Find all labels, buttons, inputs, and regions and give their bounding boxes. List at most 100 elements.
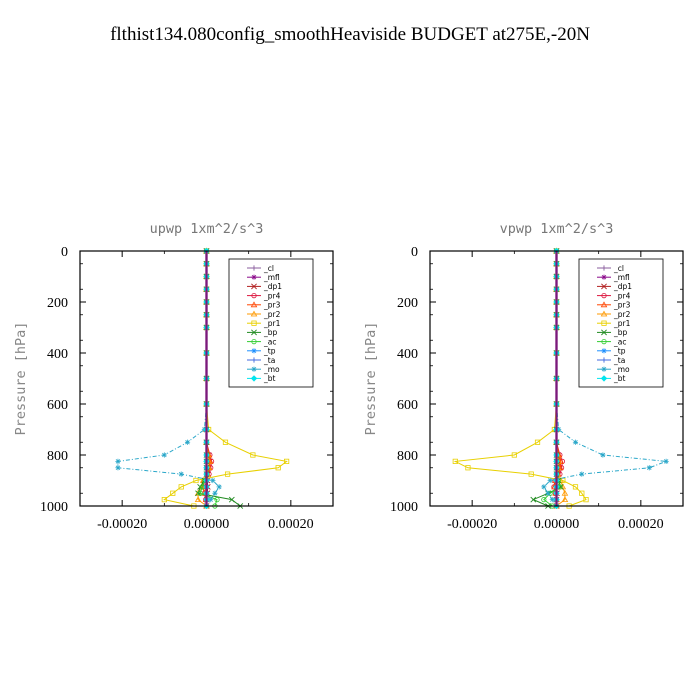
data-point [115, 458, 121, 464]
legend-marker [601, 348, 607, 354]
y-tick-label: 600 [397, 398, 418, 413]
data-point [250, 452, 256, 458]
plot-frame [429, 250, 684, 507]
data-point [170, 490, 176, 496]
data-point [663, 458, 669, 464]
y-axis-label: Pressure [hPa] [363, 322, 379, 436]
series-line [453, 251, 587, 507]
x-tick-label: -0.00020 [97, 517, 147, 532]
data-point [284, 458, 290, 464]
legend-marker [251, 348, 257, 354]
data-point [579, 471, 585, 477]
legend-box [228, 258, 314, 388]
legend-label: _bp [263, 328, 278, 337]
data-point [583, 497, 589, 503]
legend-label: _pr3 [263, 301, 281, 310]
data-point [561, 496, 569, 503]
legend-label: _pr4 [613, 291, 631, 300]
legend-marker [601, 283, 607, 290]
legend-label: _ta [263, 356, 275, 365]
data-point [579, 490, 585, 496]
legend-label: _bt [613, 374, 626, 383]
data-point [210, 477, 216, 484]
data-point [216, 484, 222, 490]
data-point [228, 496, 235, 503]
data-point [115, 465, 121, 471]
legend-marker [601, 366, 607, 372]
y-tick-label: 600 [47, 398, 68, 413]
legend-box [578, 258, 664, 388]
legend-marker [251, 338, 257, 345]
y-tick-label: 0 [411, 245, 418, 260]
data-point [541, 484, 547, 490]
panel-title: upwp 1xm^2/s^3 [150, 221, 264, 237]
data-point [547, 477, 553, 484]
legend-marker [601, 320, 607, 326]
legend: _cl_mfl_dp1_pr4_pr3_pr2_pr1_bp_ac_tp_ta_… [228, 258, 314, 388]
legend-label: _mfl [613, 273, 630, 282]
legend-label: _mfl [263, 273, 280, 282]
data-point [212, 490, 218, 496]
legend-label: _ta [613, 356, 625, 365]
x-tick-label: -0.00020 [447, 517, 497, 532]
data-point [178, 484, 184, 490]
legend-marker [250, 375, 258, 382]
legend-label: _cl [613, 264, 624, 273]
legend-label: _ac [613, 337, 626, 346]
data-point [193, 477, 199, 484]
data-point [178, 471, 184, 477]
legend-label: _pr1 [263, 319, 281, 328]
data-point [194, 496, 202, 503]
data-point [222, 439, 229, 445]
legend-marker [251, 329, 257, 336]
legend-label: _mo [613, 365, 630, 374]
legend-marker [250, 301, 258, 308]
y-tick-label: 0 [61, 245, 68, 260]
series-pr1 [452, 248, 589, 509]
data-point [224, 471, 231, 477]
data-point [646, 465, 652, 471]
y-tick-label: 1000 [390, 500, 418, 515]
vpwp-panel: vpwp 1xm^2/s^3 Pressure [hPa] 0 200 400 600 80… [363, 221, 684, 532]
y-tick-label: 800 [47, 449, 68, 464]
data-point [572, 439, 579, 445]
data-point [161, 452, 167, 458]
legend-marker [251, 366, 257, 372]
upwp-panel: upwp 1xm^2/s^3 Pressure [hPa] 0 200 400 600 80… [13, 221, 334, 532]
legend-marker [601, 292, 607, 299]
legend-marker [251, 292, 257, 299]
legend-marker [250, 310, 258, 317]
legend-marker [251, 320, 257, 326]
x-tick-label: 0.00020 [618, 517, 664, 532]
data-point [197, 490, 203, 496]
data-point [452, 458, 458, 464]
data-point [214, 497, 220, 503]
legend-label: _tp [613, 347, 626, 356]
y-axis-label: Pressure [hPa] [13, 322, 29, 436]
data-point [534, 439, 541, 445]
legend-marker [601, 357, 607, 363]
y-tick-label: 400 [397, 347, 418, 362]
data-point [572, 484, 579, 490]
data-point [511, 452, 517, 458]
legend-marker [600, 310, 608, 317]
x-tick-label: 0.00000 [184, 517, 230, 532]
data-point [545, 490, 551, 496]
legend-label: _dp1 [613, 282, 632, 291]
x-tick-label: 0.00000 [534, 517, 580, 532]
legend-label: _pr2 [263, 310, 281, 319]
legend-label: _cl [263, 264, 274, 273]
data-point [561, 489, 569, 496]
legend-label: _pr3 [613, 301, 631, 310]
data-point [530, 496, 537, 503]
legend-marker [251, 265, 257, 271]
legend-marker [601, 274, 607, 280]
x-tick-label: 0.00020 [268, 517, 314, 532]
data-point [549, 497, 555, 503]
y-tick-label: 200 [47, 296, 68, 311]
data-point [194, 489, 202, 496]
figure-title: flthist134.080config_smoothHeaviside BUD… [110, 24, 590, 45]
legend-marker [600, 301, 608, 308]
plot-frame [79, 250, 334, 507]
